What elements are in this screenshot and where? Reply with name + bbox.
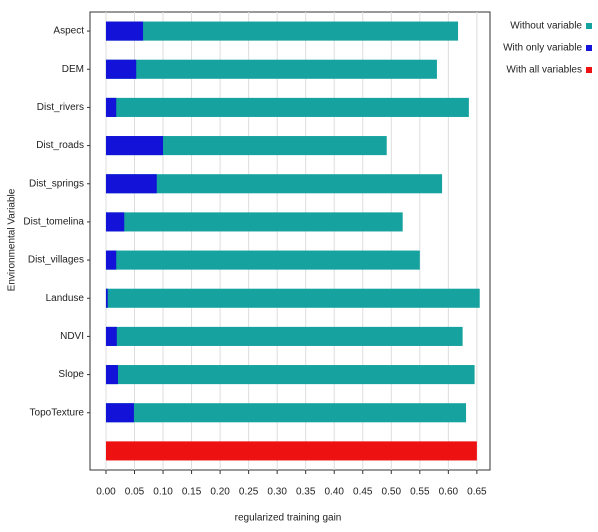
bar <box>105 403 134 423</box>
y-tick-label: Aspect <box>53 26 84 37</box>
x-tick-label: 0.50 <box>382 487 402 498</box>
x-tick-label: 0.10 <box>153 487 173 498</box>
x-tick-label: 0.60 <box>439 487 459 498</box>
x-tick-label: 0.35 <box>296 487 316 498</box>
x-tick-label: 0.20 <box>210 487 230 498</box>
x-tick-label: 0.25 <box>239 487 259 498</box>
bar <box>105 326 117 346</box>
y-tick-label: DEM <box>62 64 84 75</box>
bar <box>105 136 164 156</box>
y-tick-label: TopoTexture <box>30 407 85 418</box>
bar <box>105 97 469 117</box>
x-tick-label: 0.00 <box>96 487 116 498</box>
y-tick-label: Slope <box>58 369 84 380</box>
y-tick-label: Dist_tomelina <box>23 217 84 228</box>
y-tick-label: Dist_springs <box>29 178 84 189</box>
bar <box>105 403 467 423</box>
bar <box>105 365 475 385</box>
bar <box>105 288 108 308</box>
y-tick-label: Dist_villages <box>28 255 84 266</box>
x-tick-label: 0.40 <box>324 487 344 498</box>
x-tick-label: 0.30 <box>267 487 287 498</box>
y-tick-label: Landuse <box>46 293 85 304</box>
bar <box>105 174 157 194</box>
bar <box>105 212 125 232</box>
x-tick-label: 0.45 <box>353 487 373 498</box>
legend-label: With only variable <box>503 43 582 54</box>
y-tick-label: NDVI <box>60 331 84 342</box>
bar <box>105 21 459 41</box>
legend-label: With all variables <box>506 65 582 76</box>
bar <box>105 288 480 308</box>
bar <box>105 136 387 156</box>
x-tick-label: 0.65 <box>467 487 487 498</box>
bar <box>105 365 118 385</box>
legend-swatch <box>586 67 592 73</box>
y-axis-title: Environmental Variable <box>7 188 18 291</box>
legend-swatch <box>586 23 592 29</box>
bar <box>105 250 117 270</box>
bar <box>105 21 144 41</box>
x-tick-label: 0.55 <box>410 487 430 498</box>
bar <box>105 97 117 117</box>
x-tick-label: 0.15 <box>182 487 202 498</box>
bar <box>105 59 437 79</box>
bar <box>105 250 420 270</box>
bar <box>105 441 477 461</box>
x-tick-label: 0.05 <box>125 487 145 498</box>
y-tick-label: Dist_roads <box>36 140 84 151</box>
x-axis-title: regularized training gain <box>235 513 342 524</box>
y-tick-label: Dist_rivers <box>37 102 84 113</box>
bar <box>105 59 137 79</box>
bar <box>105 174 443 194</box>
bar <box>105 326 463 346</box>
legend-swatch <box>586 45 592 51</box>
bar <box>105 212 403 232</box>
plot-area <box>89 11 491 471</box>
legend-label: Without variable <box>510 21 582 32</box>
